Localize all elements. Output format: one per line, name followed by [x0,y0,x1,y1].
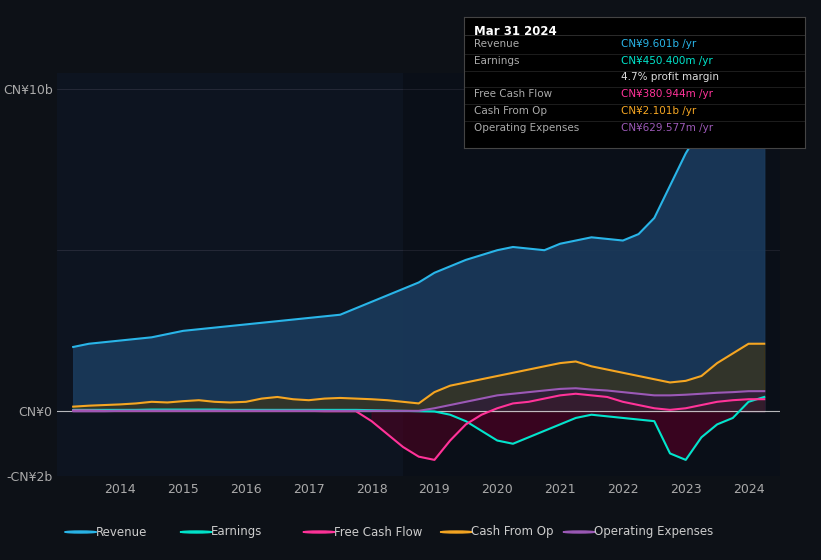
Circle shape [65,531,97,533]
Text: CN¥2.101b /yr: CN¥2.101b /yr [621,106,696,116]
Circle shape [563,531,595,533]
Text: Cash From Op: Cash From Op [474,106,547,116]
Text: Cash From Op: Cash From Op [471,525,554,539]
Text: Earnings: Earnings [211,525,263,539]
Text: Revenue: Revenue [474,39,519,49]
Circle shape [303,531,335,533]
Text: CN¥629.577m /yr: CN¥629.577m /yr [621,123,713,133]
Text: Free Cash Flow: Free Cash Flow [334,525,423,539]
Text: CN¥9.601b /yr: CN¥9.601b /yr [621,39,696,49]
Text: CN¥450.400m /yr: CN¥450.400m /yr [621,57,713,66]
Text: CN¥380.944m /yr: CN¥380.944m /yr [621,89,713,99]
Text: Operating Expenses: Operating Expenses [474,123,580,133]
Text: Revenue: Revenue [96,525,147,539]
Circle shape [440,531,472,533]
Text: Operating Expenses: Operating Expenses [594,525,713,539]
Text: 4.7% profit margin: 4.7% profit margin [621,72,718,82]
Text: Mar 31 2024: Mar 31 2024 [474,25,557,38]
Text: Earnings: Earnings [474,57,520,66]
Circle shape [181,531,212,533]
Bar [403,73,780,476]
Text: Free Cash Flow: Free Cash Flow [474,89,553,99]
